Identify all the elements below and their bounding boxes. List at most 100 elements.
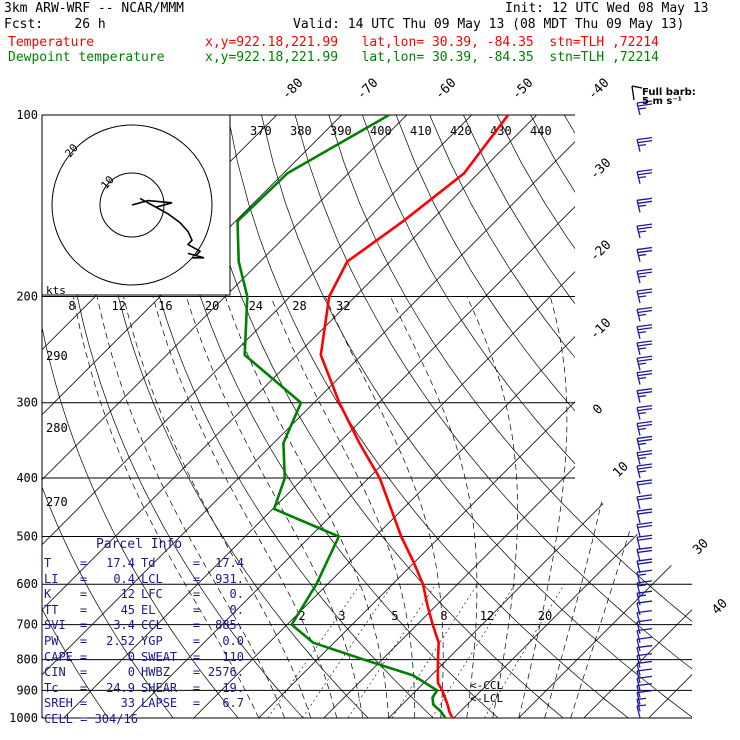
parcel-row: CIN = 0 HWBZ = 2576. bbox=[44, 665, 244, 681]
temperature-tick-label: 10 bbox=[610, 459, 632, 481]
parcel-key: LI bbox=[44, 571, 59, 586]
ccl-marker: <-CCL bbox=[470, 679, 503, 692]
parcel-key: LAPSE bbox=[141, 696, 178, 711]
init-time: Init: 12 UTC Wed 08 May 13 bbox=[505, 1, 709, 16]
dry-adiabat bbox=[328, 115, 692, 718]
parcel-value: 885. bbox=[215, 618, 244, 633]
model-title: 3km ARW-WRF -- NCAR/MMM bbox=[4, 1, 185, 16]
dry-adiabat bbox=[530, 115, 692, 718]
isotherm-line bbox=[63, 115, 667, 718]
wind-barbs bbox=[631, 85, 653, 719]
mixing-ratio-line bbox=[391, 584, 478, 718]
parcel-value: 45 bbox=[120, 602, 136, 617]
pressure-tick-label: 900 bbox=[16, 683, 38, 697]
temperature-tick-label: -10 bbox=[587, 316, 614, 343]
equals-sign: = bbox=[192, 633, 201, 648]
isotherm-line bbox=[193, 115, 692, 718]
temperature-tick-label: 30 bbox=[690, 536, 712, 558]
wind-barb bbox=[636, 644, 653, 660]
mixing-ratio-label: 20 bbox=[205, 299, 219, 313]
wind-barb bbox=[636, 435, 653, 451]
mixing-ratio-label: 8 bbox=[440, 609, 447, 623]
lcl-marker: <-LCL bbox=[470, 692, 503, 705]
equals-sign: = bbox=[192, 602, 201, 617]
isotherm-line bbox=[42, 115, 472, 718]
parcel-value: 2.52 bbox=[106, 633, 136, 648]
cell-row: CELL = 304/16 bbox=[44, 712, 244, 728]
wind-barb bbox=[636, 369, 653, 385]
wind-barb bbox=[636, 288, 653, 304]
temperature-line bbox=[319, 114, 510, 719]
temperature-tick-label: -40 bbox=[585, 76, 612, 103]
temperature-tick-label: 40 bbox=[709, 596, 731, 618]
wind-barb bbox=[636, 660, 653, 676]
mixing-ratio-line bbox=[431, 584, 516, 718]
dry-adiabat bbox=[362, 115, 692, 718]
parcel-info-title: Parcel Info bbox=[95, 537, 183, 552]
equals-sign: = bbox=[79, 649, 88, 664]
theta-label: 280 bbox=[46, 421, 68, 435]
wind-barb bbox=[636, 100, 653, 116]
wind-barb bbox=[636, 675, 653, 691]
equals-sign: = bbox=[79, 696, 88, 711]
parcel-value: 0 bbox=[127, 649, 136, 664]
dry-adiabat bbox=[429, 115, 692, 718]
parcel-row: CAPE = 0 SWEAT = 110 bbox=[44, 650, 244, 666]
wind-barb bbox=[636, 534, 653, 550]
theta-label: 270 bbox=[46, 495, 68, 509]
wind-barb bbox=[636, 404, 653, 420]
wind-barb bbox=[636, 324, 653, 339]
dry-adiabat bbox=[294, 115, 692, 718]
parcel-key: TT bbox=[44, 602, 59, 617]
wind-barb bbox=[636, 449, 653, 465]
wind-barb bbox=[636, 388, 653, 403]
parcel-value: 0.4 bbox=[113, 571, 136, 586]
wind-barb bbox=[636, 546, 653, 562]
parcel-value: 3.4 bbox=[113, 618, 136, 633]
equals-sign: = bbox=[192, 696, 201, 711]
barb-legend-units: 5 m s⁻¹ bbox=[642, 96, 682, 107]
mixing-ratio-label: 12 bbox=[480, 609, 494, 623]
parcel-key: SHEAR bbox=[141, 680, 178, 695]
mixing-ratio-label: 8 bbox=[68, 299, 75, 313]
mixing-ratio-line bbox=[267, 584, 361, 718]
wind-barb bbox=[636, 479, 653, 495]
mixing-ratio-label: 16 bbox=[158, 299, 172, 313]
theta-e-label: 440 bbox=[530, 124, 552, 138]
forecast-hour: Fcst: 26 h bbox=[4, 17, 106, 32]
wind-barb bbox=[636, 169, 653, 184]
parcel-value: 0. bbox=[229, 602, 244, 617]
dry-adiabat bbox=[227, 115, 629, 718]
parcel-key: PW bbox=[44, 633, 59, 648]
dry-adiabat bbox=[42, 115, 109, 718]
parcel-value: 17.4 bbox=[215, 556, 244, 570]
dry-adiabat bbox=[631, 115, 692, 718]
parcel-value: 6.7 bbox=[222, 696, 244, 711]
isotherm-line bbox=[42, 115, 537, 718]
parcel-key: SWEAT bbox=[141, 649, 178, 664]
mixing-ratio-label: 32 bbox=[336, 299, 350, 313]
wind-barb bbox=[636, 136, 653, 152]
wind-barb bbox=[636, 609, 653, 625]
parcel-row: Tc = 24.9 SHEAR = 19. bbox=[44, 681, 244, 697]
dry-adiabat bbox=[699, 115, 740, 718]
equals-sign: = bbox=[79, 571, 88, 586]
isotherm-line bbox=[583, 115, 692, 718]
wind-barb bbox=[636, 340, 653, 356]
theta-label: 290 bbox=[46, 349, 68, 363]
equals-sign: = bbox=[192, 618, 201, 633]
isotherm-line bbox=[42, 115, 342, 718]
wind-barb bbox=[636, 420, 653, 436]
moist-adiabat bbox=[518, 296, 568, 718]
wind-barb bbox=[636, 355, 653, 371]
parcel-key: Td bbox=[141, 556, 156, 570]
wind-barb bbox=[636, 636, 653, 652]
wind-barb bbox=[636, 704, 647, 719]
parcel-value: 33 bbox=[120, 696, 136, 711]
dry-adiabat bbox=[563, 115, 692, 718]
parcel-value: 0. bbox=[229, 587, 244, 602]
theta-e-label: 390 bbox=[330, 124, 352, 138]
equals-sign: = bbox=[192, 556, 201, 570]
